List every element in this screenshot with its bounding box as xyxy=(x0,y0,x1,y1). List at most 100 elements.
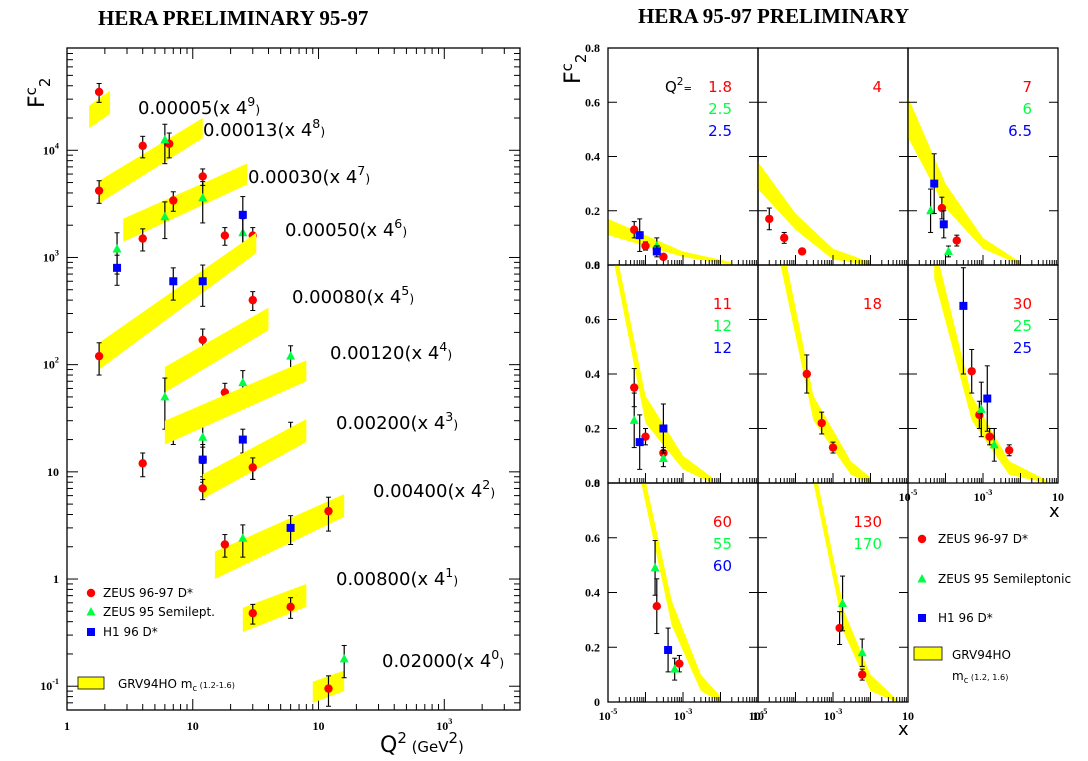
left-y-tick-label: 104 xyxy=(43,141,59,157)
q2-panel-0: Q2= 1.8 2.5 2.5 0 0.2 0.4 0.6 0.8 xyxy=(585,41,759,272)
zeus-semilept-point xyxy=(198,192,208,202)
right-y-tick-label: 0.6 xyxy=(585,95,600,109)
q2-h1-label: 60 xyxy=(713,557,732,575)
right-x-tick-label: 10-5 xyxy=(749,707,768,723)
left-x-tick-label: 10 xyxy=(313,719,325,733)
grv94ho-band xyxy=(99,118,203,204)
zeus-d-star-point xyxy=(220,231,230,240)
legend-marker xyxy=(917,574,927,583)
q2-semi-label: 12 xyxy=(713,317,732,335)
grv94ho-band xyxy=(242,583,307,633)
panel-frame xyxy=(607,264,759,484)
legend-label: ZEUS 96-97 D* xyxy=(938,532,1028,546)
grv94ho-band xyxy=(202,419,307,499)
h1-d-star-point xyxy=(198,455,207,464)
q2-panel-6: 60 55 60 0 0.2 0.4 0.6 0.8 10-5 10-3 10 xyxy=(585,476,764,723)
left-y-tick-label: 103 xyxy=(43,248,59,264)
q2-h1-label: 25 xyxy=(1013,339,1032,357)
q2-zeus-label: 130 xyxy=(853,513,882,531)
right-chart-title: HERA 95-97 PRELIMINARY xyxy=(638,4,910,28)
q2-h1-label: 2.5 xyxy=(708,122,732,140)
zeus-d-star-point xyxy=(248,295,257,305)
zeus-d-star-point xyxy=(652,601,661,611)
legend-label: GRV94HO mc (1.2-1.6) xyxy=(118,677,235,693)
right-y-tick-label: 0.4 xyxy=(585,150,600,164)
left-y-axis-title: Fc2 xyxy=(22,78,54,108)
zeus-semilept-point xyxy=(976,404,986,413)
zeus-semilept-point xyxy=(160,134,170,144)
legend-label: H1 96 D* xyxy=(103,625,158,639)
h1-d-star-point xyxy=(930,179,939,188)
grv94ho-band xyxy=(758,161,871,265)
zeus-d-star-point xyxy=(198,172,207,181)
x-bin-label: 0.00200(x 43) xyxy=(336,409,458,434)
zeus-semilept-point xyxy=(339,653,349,663)
left-x-tick-label: 1 xyxy=(64,719,70,733)
x-bin-1: 0.00013(x 48) xyxy=(94,116,325,204)
h1-d-star-point xyxy=(238,210,247,219)
zeus-d-star-point xyxy=(857,670,867,679)
left-y-tick-label: 10 xyxy=(47,465,59,479)
zeus-semilept-point xyxy=(238,533,248,542)
legend-marker xyxy=(77,676,105,690)
legend-label: GRV94HO xyxy=(952,648,1011,662)
q2-semi-label: 55 xyxy=(713,535,732,553)
zeus-semilept-point xyxy=(658,453,668,462)
zeus-semilept-point xyxy=(629,415,639,424)
zeus-d-star-point xyxy=(94,186,104,195)
right-y-tick-label: 0 xyxy=(594,258,600,272)
right-x-tick-label: 10-3 xyxy=(674,707,693,723)
legend-marker xyxy=(918,614,926,622)
zeus-d-star-point xyxy=(817,418,826,428)
zeus-d-star-point xyxy=(169,196,178,205)
zeus-semilept-point xyxy=(926,205,936,215)
grv94ho-band xyxy=(608,218,732,265)
h1-d-star-point xyxy=(659,424,668,433)
grv94ho-band xyxy=(99,232,257,370)
q2-h1-label: 6.5 xyxy=(1008,122,1032,140)
q2-zeus-label: 1.8 xyxy=(708,78,732,96)
right-x-axis-title: x xyxy=(1049,501,1060,522)
x-bin-label: 0.00400(x 42) xyxy=(373,477,495,502)
left-y-tick-label: 1 xyxy=(53,572,59,586)
q2-zeus-label: 60 xyxy=(713,513,732,531)
x-bin-label: 0.00800(x 41) xyxy=(336,565,458,590)
right-y-tick-label: 0.4 xyxy=(585,367,600,381)
right-y-tick-label: 0.8 xyxy=(585,476,600,490)
zeus-d-star-point xyxy=(641,241,650,251)
zeus-d-star-point xyxy=(94,351,104,361)
h1-d-star-point xyxy=(652,247,661,256)
right-y-tick-label: 0.2 xyxy=(585,204,600,218)
zeus-semilept-point xyxy=(670,664,680,673)
h1-d-star-point xyxy=(113,263,122,272)
x-bin-9: 0.02000(x 40) xyxy=(312,644,504,707)
zeus-semilept-point xyxy=(838,598,848,607)
right-y-tick-label: 0.8 xyxy=(585,258,600,272)
x-bin-0: 0.00005(x 49) xyxy=(89,82,260,129)
right-y-tick-label: 0.6 xyxy=(585,531,600,545)
q2-semi-label: 6 xyxy=(1022,100,1032,118)
zeus-semilept-point xyxy=(238,377,248,387)
legend-label: ZEUS 95 Semilept. xyxy=(103,605,215,619)
q2-panel-1: 4 xyxy=(757,47,909,266)
left-y-tick-label: 10-1 xyxy=(40,677,59,693)
q2-zeus-label: 7 xyxy=(1022,78,1032,96)
grv94ho-band xyxy=(214,494,345,580)
x-bin-7: 0.00400(x 42) xyxy=(214,477,495,580)
zeus-d-star-point xyxy=(765,214,774,224)
x-bin-6: 0.00200(x 43) xyxy=(198,409,458,501)
right-y-tick-label: 0 xyxy=(594,476,600,490)
q2-panel-2: 766.5 xyxy=(907,47,1059,266)
zeus-semilept-point xyxy=(652,241,662,250)
zeus-d-star-point xyxy=(967,367,976,376)
q2-panel-3: 11 12 12 0 0.2 0.4 0.6 0.8 xyxy=(585,258,759,490)
right-x-tick-label: 10-3 xyxy=(824,707,843,723)
zeus-d-star-point xyxy=(324,684,333,693)
legend-marker xyxy=(86,607,96,616)
grv94ho-band xyxy=(641,483,721,702)
h1-d-star-point xyxy=(664,645,673,654)
q2-semi-label: 25 xyxy=(1013,317,1032,335)
